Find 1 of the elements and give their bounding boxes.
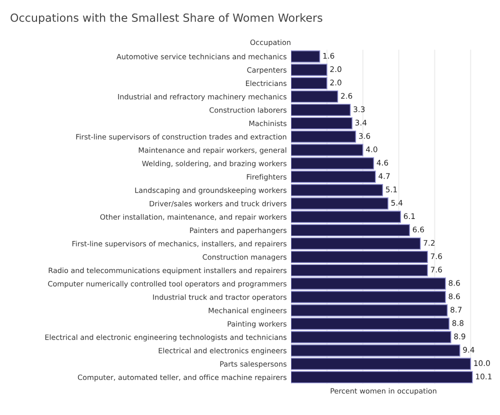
text: Occupations with the Smallest Share of Women Workers (10, 13, 322, 24)
